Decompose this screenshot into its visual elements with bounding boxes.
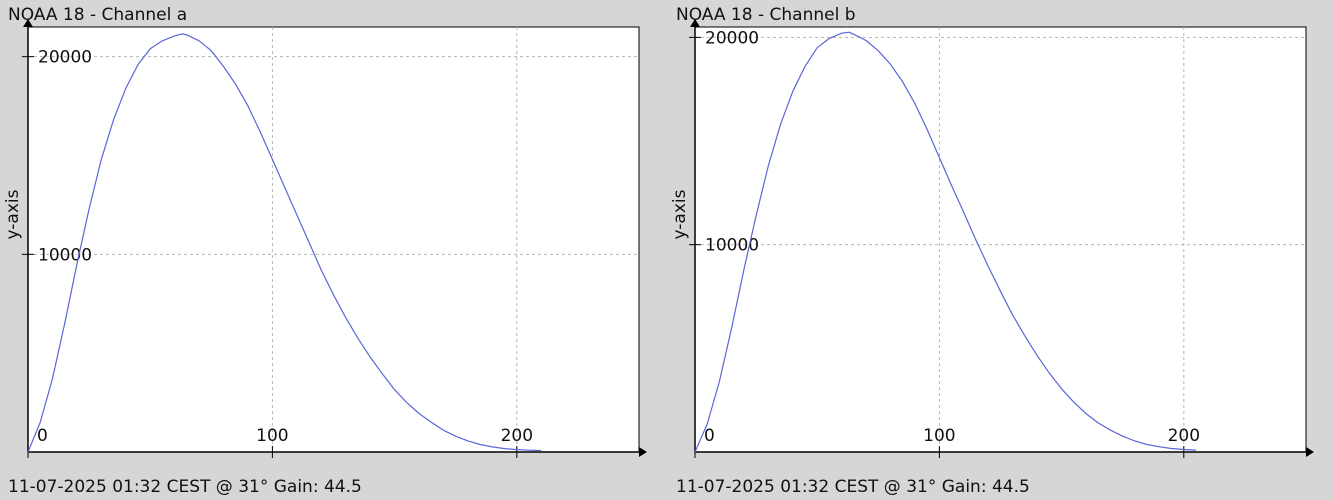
chart-footer: 11-07-2025 01:32 CEST @ 31° Gain: 44.5: [676, 477, 1030, 497]
x-tick-label: 100: [256, 426, 288, 446]
y-tick-label: 20000: [38, 48, 92, 68]
x-tick-label: 100: [923, 426, 955, 446]
series-line: [694, 31, 1197, 453]
y-axis-label: y-axis: [670, 189, 690, 239]
chart-footer: 11-07-2025 01:32 CEST @ 31° Gain: 44.5: [8, 477, 362, 497]
x-axis-arrow: [1306, 447, 1314, 457]
y-tick-label: 10000: [38, 245, 92, 265]
y-axis-arrow: [690, 19, 700, 27]
x-tick-label: 200: [501, 426, 533, 446]
y-tick-label: 10000: [705, 236, 759, 256]
y-tick-label: 20000: [705, 28, 759, 48]
x-tick-label: 0: [704, 426, 715, 446]
x-tick-label: 0: [37, 426, 48, 446]
plot-area: [694, 26, 1307, 453]
x-axis-arrow: [639, 447, 647, 457]
chart-title: NOAA 18 - Channel a: [8, 5, 187, 25]
y-axis-label: y-axis: [3, 189, 23, 239]
series-line: [27, 33, 542, 453]
chart-title: NOAA 18 - Channel b: [676, 5, 856, 25]
plot-area: [27, 26, 640, 453]
x-tick-label: 200: [1168, 426, 1200, 446]
y-axis-arrow: [23, 19, 33, 27]
